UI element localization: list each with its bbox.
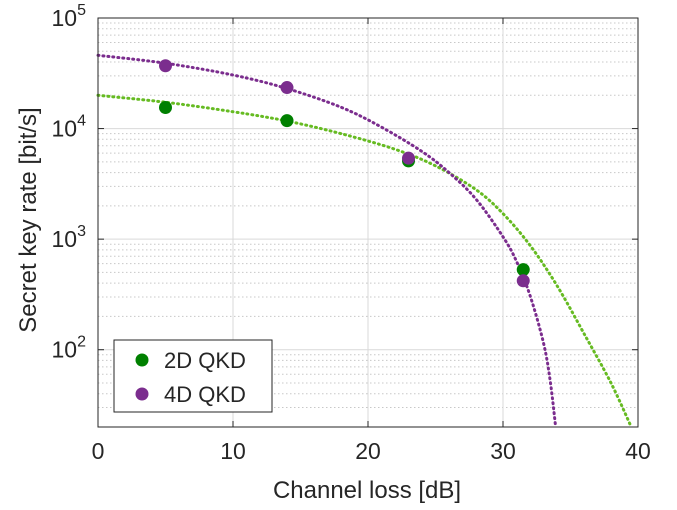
x-tick-label: 0 xyxy=(92,438,105,464)
data-point-4d-qkd xyxy=(159,59,172,73)
y-tick-labels: 102 103 104 105 xyxy=(52,2,87,363)
fit-curve-4d-qkd xyxy=(96,53,558,429)
y-axis-label: Secret key rate [bit/s] xyxy=(15,107,42,332)
data-points xyxy=(159,59,530,288)
x-axis-label: Channel loss [dB] xyxy=(273,477,461,504)
legend: 2D QKD 4D QKD xyxy=(113,339,273,413)
legend-marker xyxy=(135,353,149,367)
y-tick-label: 104 xyxy=(52,113,87,142)
plot-frame xyxy=(97,17,639,428)
y-tick-label: 102 xyxy=(52,334,87,363)
legend-label: 2D QKD xyxy=(164,348,246,373)
x-tick-label: 30 xyxy=(490,438,516,464)
data-point-2d-qkd xyxy=(516,263,530,277)
data-point-4d-qkd xyxy=(516,274,530,288)
x-tick-label: 20 xyxy=(355,438,381,464)
y-tick-label: 103 xyxy=(52,223,87,252)
x-tick-labels: 0 10 20 30 40 xyxy=(92,438,651,464)
fit-curves xyxy=(96,53,633,429)
x-tick-label: 10 xyxy=(220,438,246,464)
data-point-4d-qkd xyxy=(280,81,294,95)
legend-marker xyxy=(135,387,149,401)
data-point-4d-qkd xyxy=(402,151,415,165)
data-point-2d-qkd xyxy=(280,114,294,128)
legend-label: 4D QKD xyxy=(164,382,246,407)
y-tick-label: 105 xyxy=(52,2,87,31)
x-tick-label: 40 xyxy=(625,438,651,464)
data-point-2d-qkd xyxy=(159,101,172,115)
